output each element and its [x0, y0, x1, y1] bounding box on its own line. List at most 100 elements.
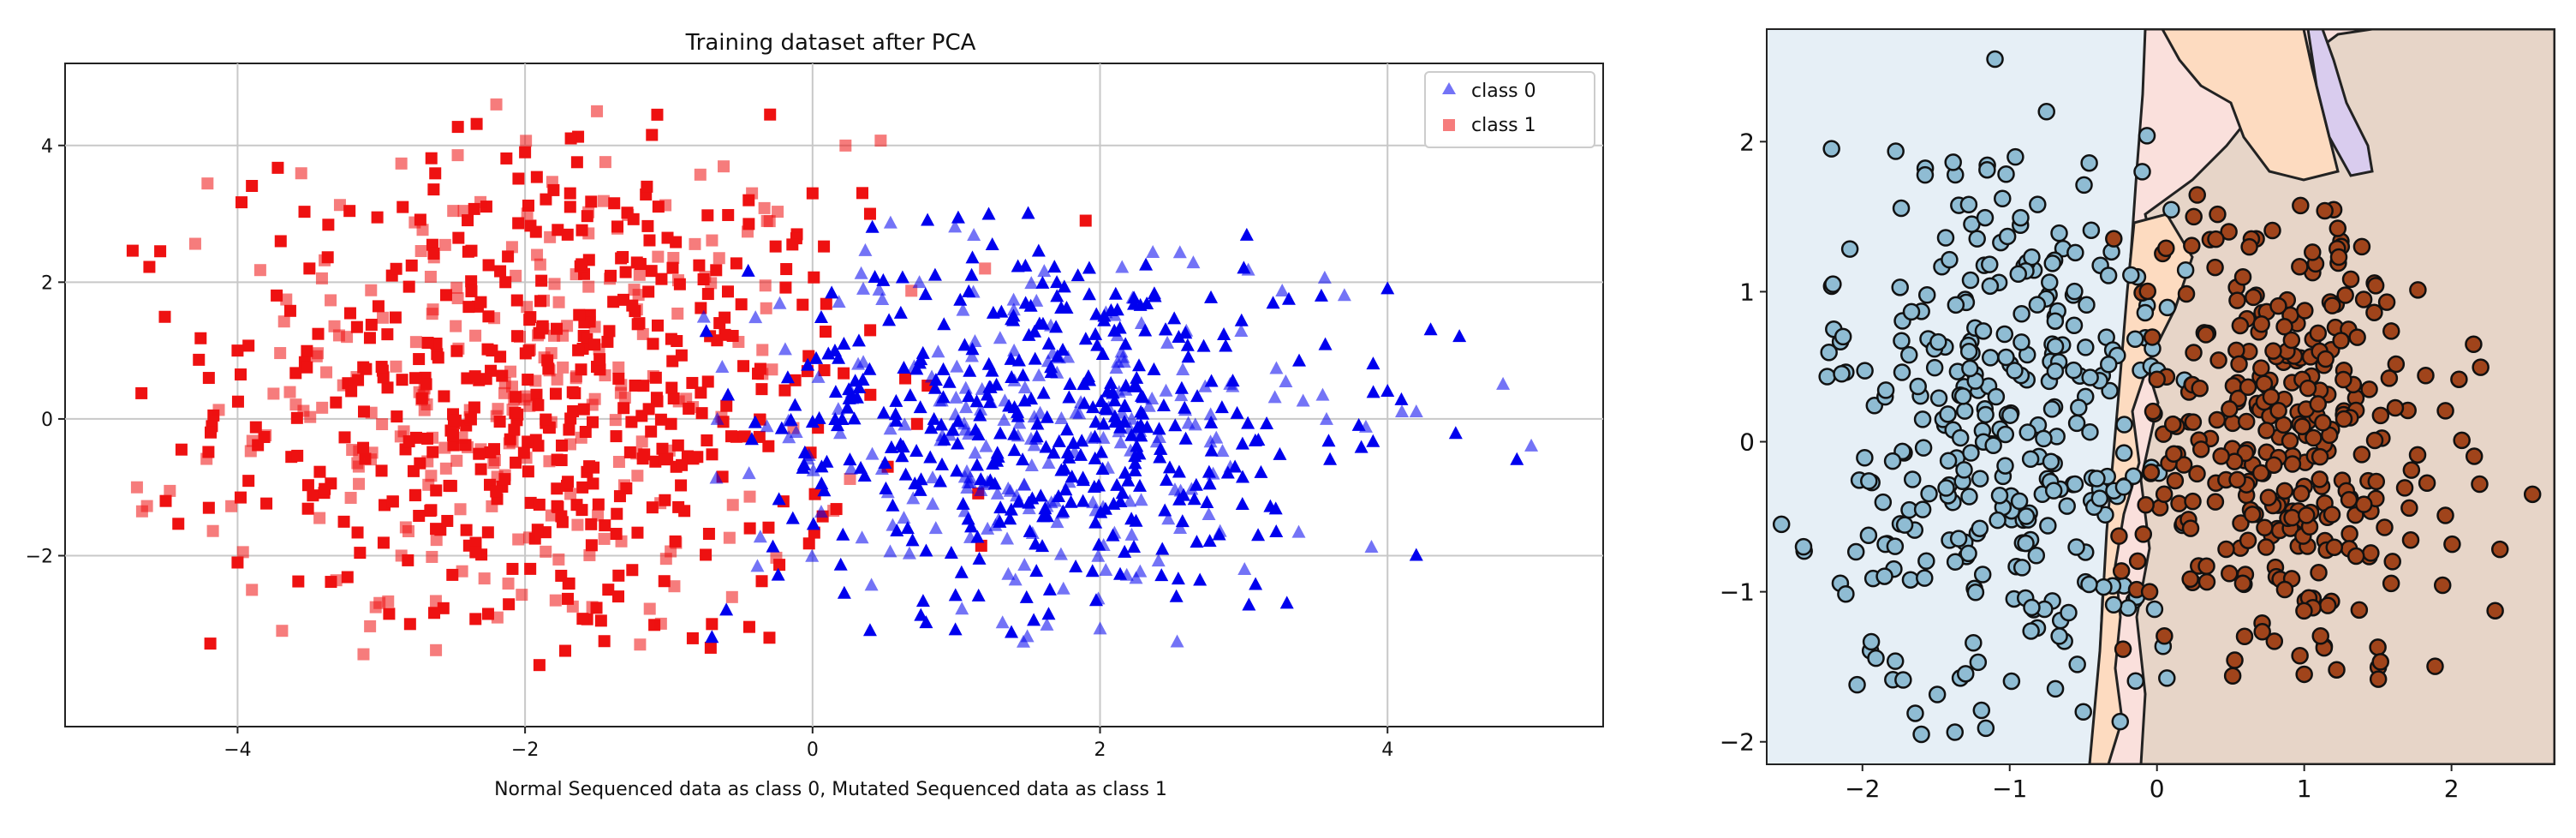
point-class-0	[821, 346, 836, 360]
point-class-1	[301, 344, 313, 357]
point-class-1	[451, 121, 464, 134]
point-class-0	[936, 390, 951, 404]
point-brown	[2299, 379, 2317, 398]
point-class-0	[981, 207, 996, 220]
point-class-1	[695, 407, 708, 420]
point-class-0	[1076, 494, 1090, 507]
point-blue	[1929, 389, 1948, 407]
point-class-1	[524, 562, 537, 575]
point-blue	[2119, 599, 2138, 617]
point-blue	[2046, 679, 2065, 698]
point-class-0	[1029, 293, 1044, 307]
point-class-1	[429, 595, 442, 608]
point-blue	[2001, 406, 2019, 424]
point-class-0	[1028, 324, 1042, 338]
point-brown	[2417, 366, 2435, 385]
point-class-0	[847, 411, 862, 425]
point-class-0	[1076, 377, 1091, 391]
point-class-0	[948, 588, 963, 602]
point-class-0	[1134, 417, 1148, 431]
point-class-0	[972, 551, 987, 565]
point-blue	[1966, 583, 1985, 602]
point-blue	[1893, 332, 1911, 350]
point-blue	[1874, 493, 1893, 512]
point-class-0	[1181, 350, 1196, 363]
point-class-0	[1113, 435, 1128, 449]
point-class-1	[532, 329, 545, 342]
point-class-0	[1132, 358, 1147, 372]
point-class-1	[721, 285, 734, 298]
point-class-0	[934, 417, 949, 431]
point-class-0	[1003, 512, 1017, 525]
point-class-1	[298, 206, 311, 218]
point-brown	[2181, 570, 2199, 589]
point-class-1	[463, 411, 476, 424]
point-brown	[2323, 296, 2341, 314]
point-brown	[2453, 431, 2471, 450]
point-class-0	[796, 457, 811, 470]
point-class-1	[409, 372, 422, 385]
point-blue	[1837, 585, 1855, 603]
point-class-1	[632, 289, 645, 302]
point-brown	[2465, 447, 2484, 465]
point-class-1	[675, 479, 688, 492]
point-class-1	[274, 235, 287, 248]
point-class-1	[231, 556, 244, 569]
point-class-1	[363, 332, 376, 344]
point-class-1	[561, 228, 574, 241]
point-class-0	[971, 428, 986, 441]
point-class-1	[808, 271, 820, 284]
point-class-1	[540, 193, 552, 206]
point-brown	[2352, 446, 2371, 464]
point-class-1	[910, 417, 923, 430]
point-class-1	[509, 406, 522, 419]
point-brown	[2185, 207, 2203, 226]
point-brown	[2265, 632, 2284, 650]
point-blue	[1886, 652, 1905, 670]
point-class-0	[1364, 539, 1379, 553]
point-class-1	[661, 231, 674, 244]
point-class-0	[1004, 502, 1018, 516]
point-class-0	[1423, 322, 1438, 336]
point-class-0	[1234, 323, 1249, 337]
point-class-0	[1146, 245, 1160, 259]
point-class-1	[292, 575, 305, 588]
point-class-0	[1073, 447, 1088, 461]
point-class-1	[615, 379, 628, 392]
point-class-0	[889, 393, 903, 407]
x-tick-label: 0	[2150, 775, 2165, 803]
point-class-0	[883, 422, 897, 435]
point-class-0	[1269, 361, 1284, 374]
point-class-0	[1202, 506, 1216, 520]
point-class-0	[788, 398, 802, 411]
legend: class 0 class 1	[1424, 71, 1595, 148]
point-class-1	[462, 214, 474, 227]
point-class-1	[676, 458, 689, 471]
point-brown	[2233, 267, 2252, 286]
point-class-0	[1113, 566, 1128, 580]
point-class-1	[377, 371, 390, 384]
point-class-0	[897, 361, 911, 374]
data-points	[126, 98, 1539, 672]
point-class-0	[968, 446, 982, 459]
point-class-0	[1180, 338, 1195, 351]
point-class-1	[474, 296, 487, 308]
point-class-0	[744, 432, 759, 446]
point-blue	[1936, 229, 1955, 247]
point-class-0	[1196, 338, 1211, 352]
point-brown	[2336, 286, 2354, 304]
point-blue	[1974, 322, 1993, 340]
point-class-1	[267, 387, 280, 400]
point-class-1	[277, 315, 290, 328]
point-class-1	[457, 205, 470, 218]
point-class-1	[289, 367, 302, 380]
point-blue	[1937, 479, 1955, 497]
point-class-0	[1267, 390, 1282, 404]
point-class-1	[303, 262, 316, 275]
point-class-1	[402, 435, 415, 448]
point-class-1	[405, 259, 418, 272]
point-class-1	[365, 318, 378, 331]
point-brown	[2212, 447, 2230, 465]
point-brown	[2369, 670, 2388, 688]
point-class-0	[923, 450, 938, 464]
